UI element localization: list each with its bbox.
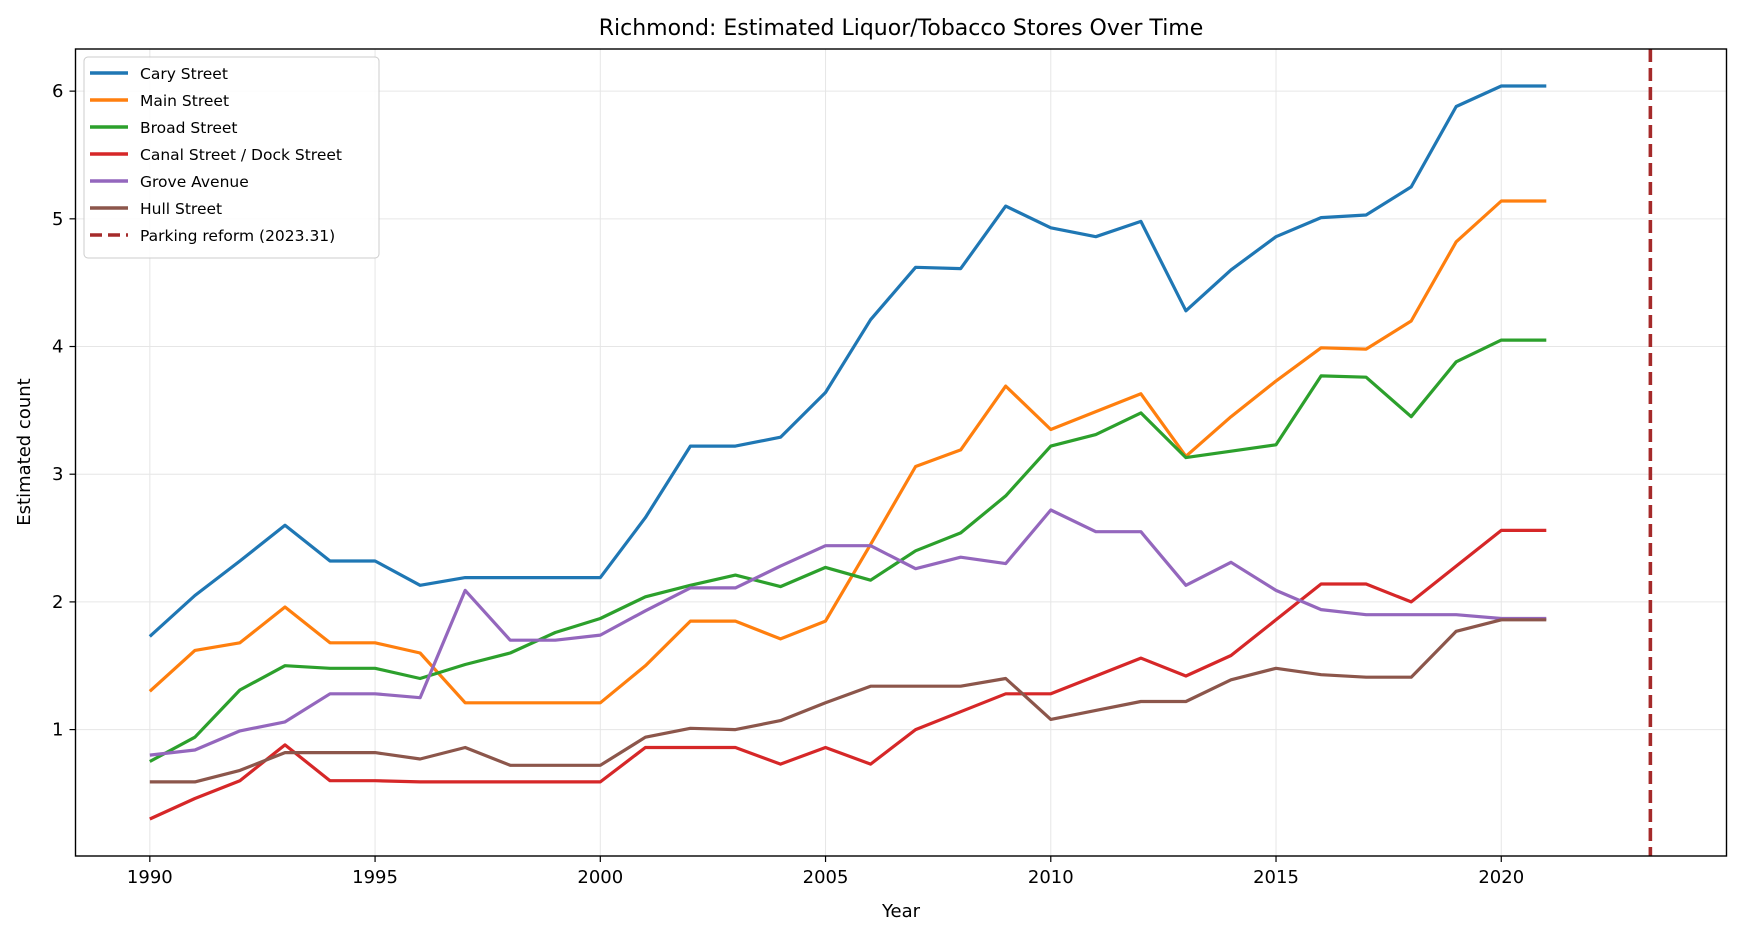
y-tick-label: 5 [52,209,63,230]
series-line-main-street [148,199,1547,705]
legend: Cary Street Main Street Broad Street Canal … [83,56,380,259]
series-lines [148,49,1653,856]
legend-label: Main Street [140,92,229,110]
x-tick-label: 1990 [127,867,173,888]
y-tick-label: 2 [52,592,63,613]
y-tick-label: 6 [52,81,63,102]
legend-label: Grove Avenue [140,173,249,191]
y-tick-label: 3 [52,464,63,485]
y-tick-label: 4 [52,337,63,358]
plot-frame [74,48,1728,857]
axis-ticks: 1990 1995 2000 2005 2010 2015 2020 1 2 3 4 5 6 [52,81,1524,888]
legend-label: Canal Street / Dock Street [140,146,342,164]
legend-box [83,56,380,259]
chart-title: Richmond: Estimated Liquor/Tobacco Store… [599,16,1204,41]
series-line-broad-street [149,338,1547,763]
series-line-grove-avenue [149,508,1547,757]
x-tick-label: 2000 [577,867,623,888]
legend-label: Cary Street [140,65,228,83]
x-tick-label: 1995 [352,867,398,888]
y-axis-label: Estimated count [14,378,35,525]
y-tick-label: 1 [52,720,63,741]
series-line-hull-street [149,618,1547,784]
x-tick-label: 2010 [1028,867,1074,888]
legend-label: Hull Street [140,200,222,218]
x-tick-label: 2005 [803,867,849,888]
legend-label: Broad Street [140,119,238,137]
series-line-canal-street-dock-street [149,528,1547,821]
x-tick-label: 2020 [1478,867,1524,888]
x-tick-label: 2015 [1253,867,1299,888]
x-axis-label: Year [881,901,921,922]
legend-label: Parking reform (2023.31) [140,227,335,245]
series-line-cary-street [148,84,1547,638]
